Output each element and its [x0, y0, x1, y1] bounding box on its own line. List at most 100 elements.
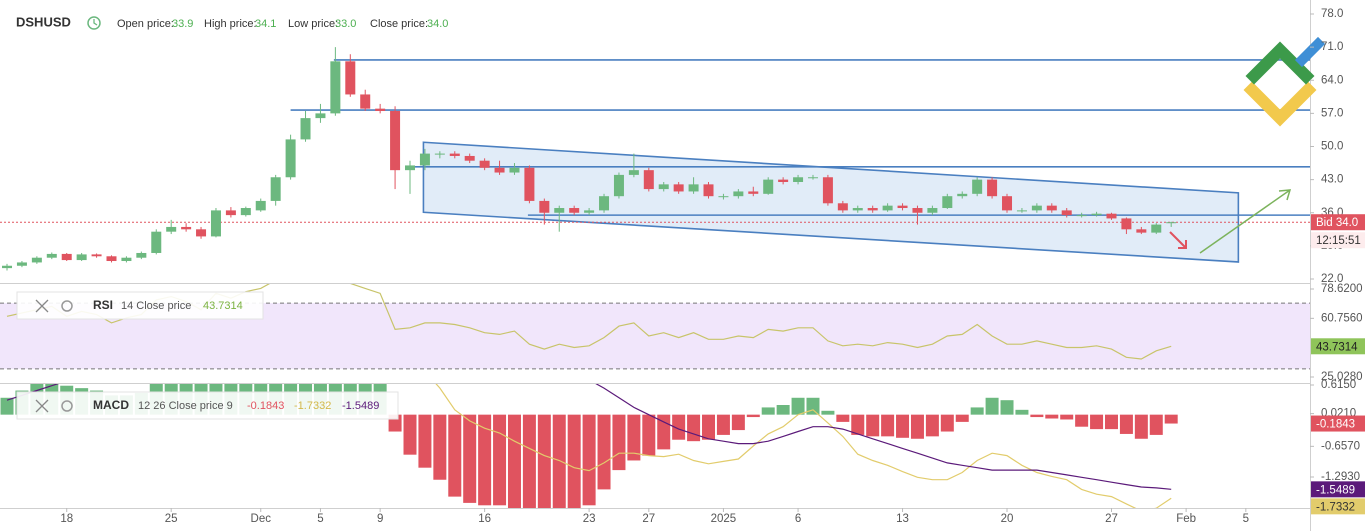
histogram-bar — [851, 414, 865, 435]
candle-body — [1091, 213, 1102, 216]
candle-body — [987, 179, 998, 197]
macd-badge-bg — [1311, 498, 1365, 515]
candle-body — [449, 153, 460, 156]
symbol: DSHUSD — [16, 14, 71, 29]
candle-body — [479, 160, 490, 168]
candle-body — [688, 184, 699, 192]
x-tick-label: 6 — [795, 513, 801, 525]
histogram-bar — [507, 414, 521, 508]
candle-body — [300, 118, 311, 140]
candle-body — [46, 253, 57, 258]
x-tick-label: 13 — [896, 513, 909, 525]
candle-body — [151, 231, 162, 253]
settings-icon[interactable] — [61, 300, 73, 312]
axes: 78.071.064.057.050.043.036.029.022.078.6… — [60, 8, 1365, 525]
histogram-bar — [493, 414, 507, 506]
candle-body — [613, 174, 624, 197]
histogram-bar — [1149, 414, 1163, 435]
y-tick-label: 50.0 — [1321, 141, 1343, 153]
histogram-bar — [537, 414, 551, 508]
field-value: 34.1 — [255, 18, 276, 30]
close-icon[interactable] — [35, 299, 49, 313]
histogram-bar — [1075, 414, 1089, 427]
histogram-bar — [672, 414, 686, 440]
close-icon[interactable] — [35, 399, 49, 413]
histogram-bar — [582, 414, 596, 506]
y-tick-label: 71.0 — [1321, 41, 1343, 53]
histogram-bar — [896, 414, 910, 438]
y-tick-label: -1.2930 — [1321, 471, 1360, 483]
histogram-bar — [881, 414, 895, 437]
field-label: Close price: — [370, 18, 428, 30]
x-tick-label: 20 — [1001, 513, 1014, 525]
signal-badge-bg — [1311, 481, 1365, 498]
x-tick-label: 5 — [317, 513, 323, 525]
candle-body — [1136, 229, 1147, 233]
histogram-bar — [1045, 414, 1059, 419]
candle-body — [285, 139, 296, 178]
candle-body — [1106, 213, 1117, 219]
indicator-name: RSI — [93, 298, 113, 312]
x-tick-label: 16 — [478, 513, 491, 525]
histogram-bar — [985, 397, 999, 415]
signal-line — [6, 384, 1172, 490]
candle-body — [1151, 224, 1162, 233]
x-tick-label: 25 — [165, 513, 178, 525]
candle-body — [912, 208, 923, 213]
candle-body — [181, 226, 192, 230]
candle-body — [1002, 196, 1013, 211]
candle-body — [76, 254, 87, 261]
histogram-bar — [552, 414, 566, 508]
price-pane — [0, 47, 1310, 271]
countdown-bg — [1311, 232, 1365, 249]
histogram-bar — [821, 410, 835, 415]
field-value: 33.0 — [335, 18, 356, 30]
field-value: 34.0 — [427, 18, 448, 30]
histogram-bar — [910, 414, 924, 439]
histogram-bar — [0, 397, 14, 415]
signal-badge: -1.5489 — [1316, 484, 1355, 496]
indicator-params: 14 Close price — [121, 300, 191, 312]
candle-body — [673, 184, 684, 192]
candle-body — [807, 177, 818, 179]
histogram-bar — [1015, 409, 1029, 415]
candle-body — [972, 179, 983, 194]
candle-body — [942, 196, 953, 209]
settings-icon[interactable] — [61, 400, 73, 412]
macd-value: -1.7332 — [294, 400, 331, 412]
candle-body — [554, 208, 565, 213]
candle-body — [196, 229, 207, 237]
field-value: 33.9 — [172, 18, 193, 30]
histogram-bar — [925, 414, 939, 437]
histogram-bar — [433, 414, 447, 480]
x-tick-label: 5 — [1243, 513, 1249, 525]
candle-body — [2, 265, 13, 269]
histogram-bar — [522, 414, 536, 508]
histogram-bar — [791, 397, 805, 415]
legend-box — [16, 291, 264, 320]
candle-body — [106, 256, 117, 262]
y-tick-label: 25.0280 — [1321, 371, 1363, 383]
candle-body — [599, 196, 610, 211]
y-tick-label: 0.6150 — [1321, 379, 1356, 391]
candle-body — [121, 257, 132, 262]
x-tick-label: Dec — [251, 513, 272, 525]
candle-body — [927, 208, 938, 213]
candle-body — [1076, 215, 1087, 217]
candle-body — [270, 177, 281, 201]
candle-body — [867, 208, 878, 211]
candle-body — [16, 262, 27, 266]
histogram-bar — [612, 414, 626, 471]
candle-body — [255, 200, 266, 211]
candle-body — [748, 191, 759, 194]
histogram-bar — [806, 397, 820, 415]
histogram-bar — [627, 414, 641, 461]
candle-body — [897, 205, 908, 209]
candle-body — [733, 191, 744, 197]
x-tick-label: 27 — [1105, 513, 1118, 525]
x-tick-label: Feb — [1176, 513, 1196, 525]
candle-body — [390, 111, 401, 171]
candle-body — [330, 61, 341, 114]
clock-hands — [93, 19, 98, 26]
candle-body — [360, 94, 371, 109]
